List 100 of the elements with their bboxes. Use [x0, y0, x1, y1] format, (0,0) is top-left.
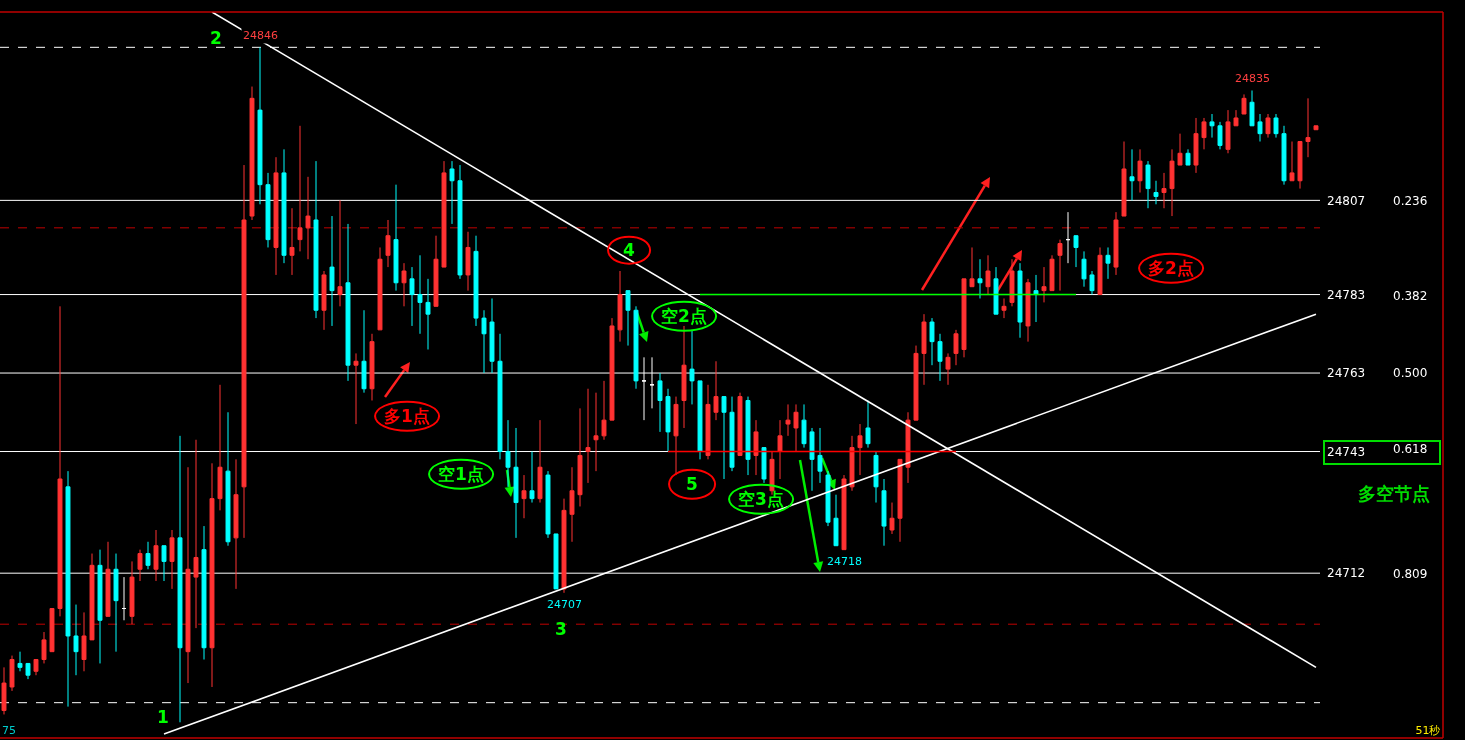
y-tick-label: 24783 — [1327, 287, 1366, 302]
candlestick — [289, 207, 295, 276]
candlestick — [65, 470, 71, 708]
candlestick — [657, 372, 663, 433]
candlestick — [433, 235, 439, 307]
candlestick — [217, 384, 223, 511]
annotation: 2 — [210, 27, 222, 48]
candlestick — [489, 297, 495, 374]
candlestick — [1129, 148, 1135, 201]
candlestick — [561, 498, 567, 594]
candlestick — [1193, 117, 1199, 174]
annotation: 24718 — [827, 555, 862, 568]
candlestick — [305, 176, 311, 260]
candlestick — [1201, 117, 1207, 150]
candlestick — [777, 419, 783, 480]
candlestick — [721, 396, 727, 480]
candlestick — [1281, 125, 1287, 186]
candlestick — [369, 333, 375, 402]
candlestick — [241, 164, 247, 539]
candlestick — [745, 396, 751, 476]
candlestick — [633, 305, 639, 390]
candlestick — [41, 631, 47, 664]
candlestick — [361, 309, 367, 394]
candlestick — [617, 270, 623, 343]
candlestick — [145, 541, 151, 570]
candlestick — [1001, 297, 1007, 319]
candlestick — [969, 246, 975, 288]
y2-tick-label: 0.618 — [1393, 442, 1428, 457]
candlestick — [809, 427, 815, 492]
candlestick — [265, 172, 271, 248]
candlestick — [329, 215, 335, 327]
annotation: 空3点 — [728, 483, 794, 515]
candlestick — [793, 403, 799, 453]
candlestick — [729, 396, 735, 472]
candlestick — [1233, 109, 1239, 127]
candlestick — [1081, 250, 1087, 288]
candlestick — [481, 309, 487, 374]
candlestick — [1185, 148, 1191, 166]
candlestick — [281, 148, 287, 264]
candlestick — [1225, 109, 1231, 154]
candlestick — [33, 659, 39, 676]
candlestick — [73, 604, 79, 676]
candlestick — [201, 525, 207, 661]
candlestick — [785, 403, 791, 437]
candlestick — [665, 388, 671, 453]
annotation: 5 — [668, 468, 716, 500]
annotation: 24707 — [547, 598, 582, 611]
candlestick — [1137, 148, 1143, 194]
candlestick — [1073, 235, 1079, 268]
candlestick — [609, 317, 615, 421]
candlestick — [25, 662, 31, 680]
candlestick — [441, 160, 447, 268]
candlestick — [449, 160, 455, 225]
candlestick — [81, 611, 87, 672]
candlestick — [953, 329, 959, 366]
candlestick — [625, 290, 631, 347]
candlestick — [889, 502, 895, 535]
candlestick — [513, 427, 519, 539]
candlestick — [1121, 141, 1127, 217]
y2-tick-label: 0.500 — [1393, 365, 1428, 380]
candlestick — [977, 258, 983, 299]
candlestick — [257, 46, 263, 205]
candlestick — [601, 380, 607, 441]
candlestick — [249, 86, 255, 221]
candlestick — [1105, 246, 1111, 280]
candlestick — [1313, 125, 1319, 131]
candlestick — [1097, 246, 1103, 296]
candlestick — [881, 478, 887, 547]
candlestick — [1169, 148, 1175, 217]
candlestick — [937, 333, 943, 382]
candlestick — [569, 466, 575, 543]
candlestick — [921, 313, 927, 386]
candlestick — [1305, 97, 1311, 158]
candlestick — [385, 219, 391, 268]
candlestick — [337, 199, 343, 307]
candlestick — [1209, 113, 1215, 139]
candlestick — [585, 388, 591, 484]
candlestick — [97, 549, 103, 664]
y-tick-label: 24743 — [1327, 444, 1366, 459]
candlestick — [825, 470, 831, 527]
candlestick — [1025, 278, 1031, 343]
candlestick — [417, 254, 423, 335]
candlestick — [865, 400, 871, 449]
annotation: 多1点 — [374, 400, 440, 432]
candlestick — [1113, 211, 1119, 276]
candlestick — [193, 439, 199, 629]
candlestick — [89, 553, 95, 641]
candlestick — [553, 533, 559, 590]
candlestick — [737, 392, 743, 456]
candlestick — [497, 333, 503, 460]
candlestick — [113, 553, 119, 653]
candlestick — [1241, 93, 1247, 115]
candlestick — [849, 435, 855, 492]
candlestick — [537, 419, 543, 504]
candlestick — [929, 317, 935, 366]
candlestick — [545, 470, 551, 539]
candlestick — [801, 403, 807, 449]
candlestick — [577, 407, 583, 507]
candlestick — [945, 352, 951, 386]
candlestick — [689, 329, 695, 405]
